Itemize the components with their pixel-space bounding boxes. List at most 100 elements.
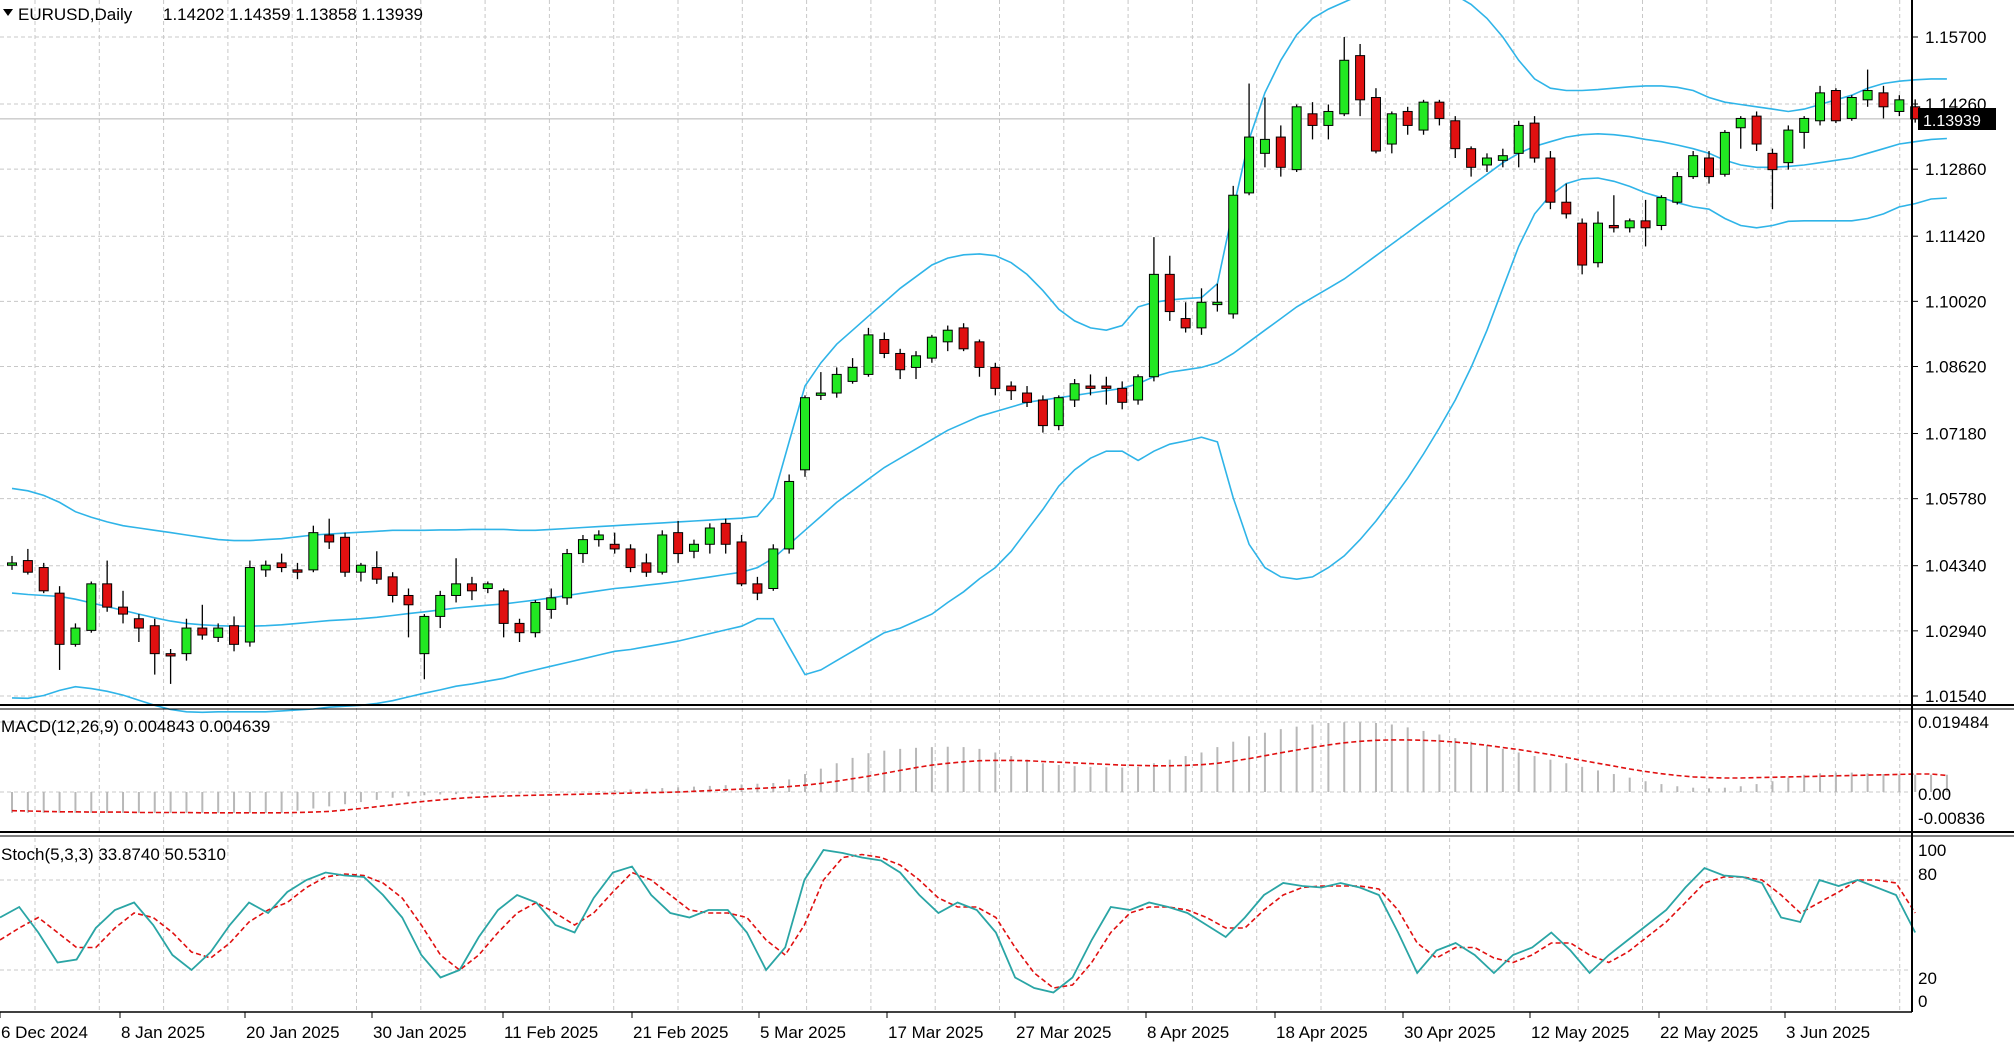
macd-histogram (11, 722, 1948, 813)
macd-tick-label: -0.00836 (1918, 809, 1985, 828)
bear-candle (1402, 110, 1413, 126)
stoch-tick-label: 80 (1918, 865, 1937, 884)
bear-candle (1164, 273, 1175, 313)
bear-candle (1037, 399, 1048, 427)
bear-candle (1529, 122, 1540, 159)
bull-candle (1593, 222, 1603, 264)
bear-candle (1370, 97, 1381, 152)
stoch-axis: 100 80 20 0 (1918, 841, 1946, 1011)
bull-candle (435, 594, 446, 617)
bear-candle (736, 541, 747, 585)
time-tick-label: 18 Apr 2025 (1276, 1023, 1368, 1042)
bull-candle (911, 355, 922, 368)
bear-candle (229, 625, 240, 645)
bull-candle (1212, 301, 1223, 306)
price-tick-label: 1.05780 (1925, 490, 1986, 509)
bear-candle (990, 366, 1001, 389)
bull-candle (1672, 176, 1683, 203)
bull-candle (657, 534, 668, 573)
stoch-label: Stoch(5,3,3) 33.8740 50.5310 (1, 845, 226, 864)
bear-candle (133, 618, 144, 629)
bull-candle (181, 627, 192, 655)
bear-candle (1307, 113, 1318, 126)
bull-candle (1799, 117, 1810, 133)
bear-candle (1022, 392, 1033, 403)
price-axis: 1.157001.142601.128601.114201.100201.086… (1912, 28, 1986, 706)
bull-candle (260, 564, 271, 571)
bear-candle (1434, 101, 1445, 119)
bear-candle (149, 625, 160, 655)
bull-candle (926, 336, 937, 359)
bear-candle (1101, 385, 1112, 389)
bear-candle (387, 576, 398, 596)
bear-candle (958, 327, 969, 350)
time-tick-label: 21 Feb 2025 (633, 1023, 728, 1042)
macd-signal-line (11, 739, 1947, 814)
bull-candle (942, 329, 953, 343)
candlestick-series (7, 37, 1921, 684)
bull-candle (1497, 155, 1508, 161)
bull-candle (308, 532, 319, 571)
time-tick-label: 22 May 2025 (1660, 1023, 1758, 1042)
bear-candle (641, 562, 652, 573)
bull-candle (784, 480, 795, 550)
bull-candle (768, 548, 779, 589)
bull-candle (419, 615, 430, 655)
price-tick-label: 1.08620 (1925, 358, 1986, 377)
bull-candle (577, 539, 588, 555)
bull-candle (1386, 113, 1397, 145)
bull-candle (800, 397, 810, 471)
bull-candle (1846, 97, 1857, 119)
bear-candle (1545, 157, 1556, 203)
time-tick-label: 17 Mar 2025 (888, 1023, 983, 1042)
bull-candle (1624, 220, 1635, 229)
bollinger-middle-line (11, 132, 1947, 628)
bear-candle (118, 606, 129, 615)
bear-candle (38, 567, 49, 592)
bear-candle (1751, 115, 1762, 145)
bollinger-bands (11, 0, 1947, 714)
time-tick-label: 30 Jan 2025 (373, 1023, 467, 1042)
bull-candle (562, 553, 573, 599)
bear-candle (102, 583, 113, 608)
time-tick-label: 6 Dec 2024 (1, 1023, 88, 1042)
bull-candle (86, 583, 97, 631)
bear-candle (1704, 157, 1715, 178)
bull-candle (1815, 92, 1826, 122)
stoch-tick-label: 20 (1918, 969, 1937, 988)
bear-candle (466, 583, 477, 592)
bull-candle (1196, 301, 1207, 329)
bear-candle (879, 339, 890, 354)
time-tick-label: 27 Mar 2025 (1016, 1023, 1111, 1042)
price-tick-label: 1.01540 (1925, 687, 1986, 706)
main-grid (0, 0, 1912, 703)
price-tick-label: 1.04340 (1925, 557, 1986, 576)
bull-candle (1656, 197, 1667, 226)
bear-candle (498, 590, 509, 624)
bull-candle (1228, 194, 1239, 315)
bull-candle (1862, 90, 1873, 101)
bull-candle (244, 567, 255, 643)
bear-candle (197, 627, 208, 636)
bear-candle (1608, 224, 1619, 229)
bull-candle (1513, 124, 1524, 154)
bull-candle (1688, 155, 1699, 178)
bear-candle (625, 548, 636, 569)
bear-candle (324, 534, 335, 543)
time-tick-label: 8 Jan 2025 (121, 1023, 205, 1042)
bear-candle (1117, 387, 1128, 403)
price-tick-label: 1.10020 (1925, 292, 1986, 311)
time-tick-label: 20 Jan 2025 (246, 1023, 340, 1042)
bull-candle (1719, 131, 1730, 175)
symbol-dropdown-icon[interactable] (3, 9, 13, 16)
symbol-label[interactable]: EURUSD,Daily (18, 5, 133, 24)
stoch-tick-label: 100 (1918, 841, 1946, 860)
bull-candle (530, 601, 541, 634)
price-tick-label: 1.11420 (1925, 227, 1985, 246)
current-price-box (1918, 108, 1996, 130)
price-tick-label: 1.12860 (1925, 160, 1986, 179)
bear-candle (673, 532, 684, 555)
bear-candle (720, 522, 731, 545)
price-tick-label: 1.02940 (1925, 622, 1986, 641)
bear-candle (1830, 90, 1841, 122)
